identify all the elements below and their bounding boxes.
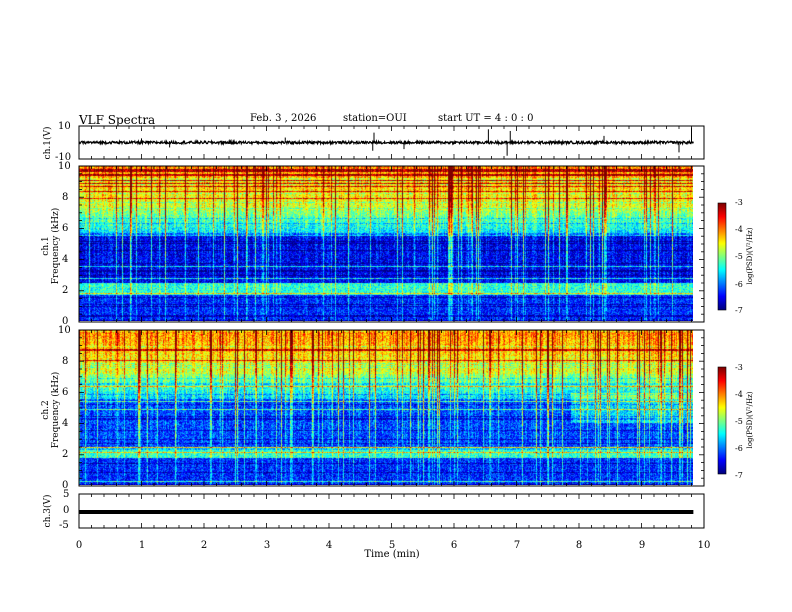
xtick: 0 <box>75 540 83 551</box>
xtick: 8 <box>575 540 583 551</box>
x-axis-label: Time (min) <box>364 549 420 560</box>
cb2-tick: -6 <box>735 444 743 453</box>
cb1-tick: -4 <box>735 225 743 234</box>
ch2-spec-panel-frame <box>78 329 705 487</box>
spec1-ytick: 4 <box>62 254 69 265</box>
xtick: 7 <box>513 540 521 551</box>
ch1-ytick-bottom: -10 <box>55 152 72 163</box>
cb1-tick: -3 <box>735 198 743 207</box>
date-label: Feb. 3 , 2026 <box>250 113 317 124</box>
xtick: 5 <box>388 540 396 551</box>
spec2-ytick: 6 <box>62 387 69 398</box>
colorbar-frame <box>717 202 727 311</box>
colorbar-2 <box>718 367 726 474</box>
spec1-ytick: 10 <box>58 161 71 172</box>
ch3-ytick: 5 <box>63 489 70 500</box>
spec1-ytick: 0 <box>62 316 69 327</box>
spec1-ytick: 2 <box>62 285 69 296</box>
xtick: 9 <box>638 540 646 551</box>
station-label: station=OUI <box>343 113 407 124</box>
xtick: 1 <box>138 540 146 551</box>
ch1-wave-trace <box>78 138 694 147</box>
cb2-tick: -4 <box>735 390 743 399</box>
ch1-spec-panel-frame <box>78 165 705 323</box>
figure-title: VLF Spectra <box>79 113 156 127</box>
spec2-ytick: 8 <box>62 356 69 367</box>
xtick: 3 <box>263 540 271 551</box>
start-time-label: start UT = 4 : 0 : 0 <box>438 113 534 124</box>
spec1-ytick: 6 <box>62 223 69 234</box>
spec2-ytick: 4 <box>62 418 69 429</box>
ch2-spectrogram-heatmap <box>79 330 693 485</box>
spec2-ytick: 2 <box>62 449 69 460</box>
ch1-ytick-top: 10 <box>58 121 71 132</box>
xtick: 6 <box>450 540 458 551</box>
ch1-spectrogram-heatmap <box>79 166 693 321</box>
colorbar-1 <box>718 203 726 310</box>
cb2-tick: -7 <box>735 471 743 480</box>
cb1-tick: -6 <box>735 280 743 289</box>
xtick: 10 <box>697 540 711 551</box>
cb1-tick: -5 <box>735 252 743 261</box>
cb2-tick: -3 <box>735 363 743 372</box>
cb2-tick: -5 <box>735 417 743 426</box>
ch3-ytick: -5 <box>59 520 69 531</box>
ch3-ytick: 0 <box>63 505 70 516</box>
xtick: 2 <box>200 540 208 551</box>
spec2-ytick: 10 <box>58 325 71 336</box>
spec2-ytick: 0 <box>62 480 69 491</box>
spec1-ytick: 8 <box>62 192 69 203</box>
colorbar-frame <box>717 366 727 475</box>
cb1-tick: -7 <box>735 306 743 315</box>
xtick: 4 <box>325 540 333 551</box>
